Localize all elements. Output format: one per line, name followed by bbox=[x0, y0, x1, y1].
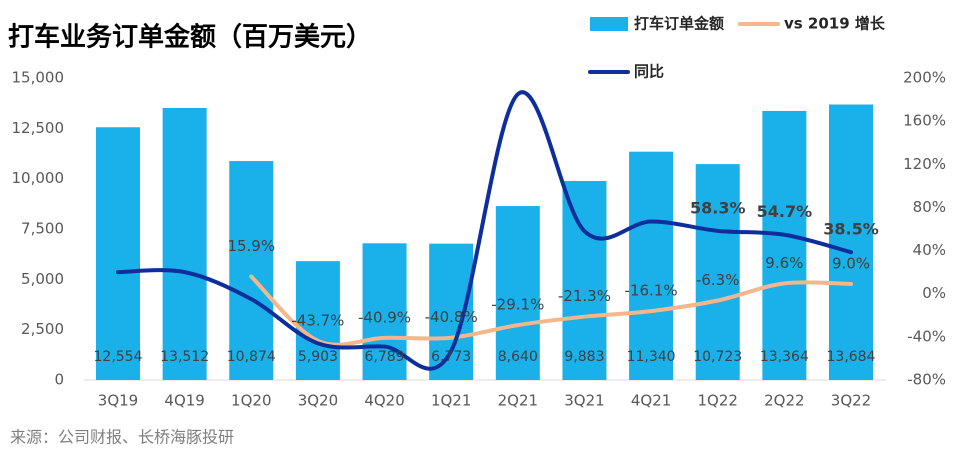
bar bbox=[295, 261, 340, 380]
bar bbox=[829, 104, 873, 380]
bar bbox=[629, 151, 674, 380]
x-tick-label: 1Q20 bbox=[231, 392, 271, 410]
x-tick-label: 3Q19 bbox=[98, 392, 138, 410]
bar-label: 6,773 bbox=[431, 349, 471, 365]
line-label: -40.9% bbox=[358, 308, 411, 326]
legend-label: 打车订单金额 bbox=[634, 15, 724, 33]
y2-tick-label: 80% bbox=[913, 198, 946, 216]
bar-label: 13,512 bbox=[160, 349, 209, 365]
y-tick-label: 7,500 bbox=[21, 220, 64, 238]
line bbox=[116, 90, 853, 371]
line-label: 9.0% bbox=[832, 255, 870, 273]
x-tick-label: 1Q22 bbox=[698, 392, 738, 410]
line-label: 38.5% bbox=[823, 220, 879, 239]
legend-label: vs 2019 增长 bbox=[784, 15, 886, 33]
y-tick-label: 15,000 bbox=[12, 69, 65, 87]
x-tick-label: 3Q22 bbox=[831, 392, 871, 410]
line-label: 58.3% bbox=[690, 198, 746, 217]
x-tick-label: 3Q21 bbox=[564, 392, 604, 410]
bar bbox=[762, 110, 807, 380]
bar-label: 11,340 bbox=[627, 349, 676, 365]
x-tick-label: 3Q20 bbox=[298, 392, 338, 410]
x-tick-label: 2Q22 bbox=[764, 392, 804, 410]
bar-label: 12,554 bbox=[94, 349, 143, 365]
bar-label: 6,789 bbox=[364, 349, 404, 365]
bar-label: 8,640 bbox=[498, 349, 538, 365]
bar-label: 9,883 bbox=[564, 349, 604, 365]
legend-label: 同比 bbox=[634, 63, 664, 81]
line-label: -29.1% bbox=[491, 296, 544, 314]
y-tick-label: 2,500 bbox=[21, 320, 64, 338]
bar bbox=[562, 181, 607, 380]
bar-label: 10,874 bbox=[227, 349, 276, 365]
chart-title: 打车业务订单金额（百万美元） bbox=[8, 22, 372, 53]
x-tick-label: 4Q20 bbox=[364, 392, 404, 410]
y2-tick-label: 200% bbox=[903, 69, 946, 87]
bar-label: 13,364 bbox=[760, 349, 809, 365]
y2-tick-label: 40% bbox=[913, 241, 946, 259]
bar bbox=[229, 161, 274, 380]
line-label: -6.3% bbox=[696, 271, 740, 289]
y-tick-label: 10,000 bbox=[12, 169, 65, 187]
source: 来源：公司财报、长桥海豚投研 bbox=[10, 428, 234, 447]
bar-label: 10,723 bbox=[693, 349, 742, 365]
line-label: 9.6% bbox=[765, 254, 803, 272]
bar bbox=[695, 164, 740, 380]
line-label: 15.9% bbox=[227, 237, 275, 255]
y2-tick-label: -80% bbox=[907, 371, 946, 389]
x-tick-label: 4Q21 bbox=[631, 392, 671, 410]
bar bbox=[495, 206, 540, 380]
y-tick-label: 5,000 bbox=[21, 270, 64, 288]
y-tick-label: 0 bbox=[54, 371, 64, 389]
y2-tick-label: 0% bbox=[922, 284, 946, 302]
line bbox=[249, 274, 853, 347]
line-label: -43.7% bbox=[291, 311, 344, 329]
y2-tick-label: 120% bbox=[903, 155, 946, 173]
y2-tick-label: 160% bbox=[903, 112, 946, 130]
line-label: -21.3% bbox=[558, 287, 611, 305]
bar bbox=[362, 243, 407, 380]
bar bbox=[162, 107, 207, 380]
line-label: -40.8% bbox=[425, 308, 478, 326]
bar-label: 5,903 bbox=[298, 349, 338, 365]
bar bbox=[96, 127, 140, 381]
legend-swatch bbox=[590, 17, 628, 31]
y2-tick-label: -40% bbox=[907, 327, 946, 345]
bar-label: 13,684 bbox=[827, 349, 876, 365]
x-tick-label: 2Q21 bbox=[498, 392, 538, 410]
y-tick-label: 12,500 bbox=[12, 119, 65, 137]
line-label: -16.1% bbox=[625, 282, 678, 300]
x-tick-label: 4Q19 bbox=[164, 392, 204, 410]
line-label: 54.7% bbox=[757, 202, 813, 221]
x-tick-label: 1Q21 bbox=[431, 392, 471, 410]
